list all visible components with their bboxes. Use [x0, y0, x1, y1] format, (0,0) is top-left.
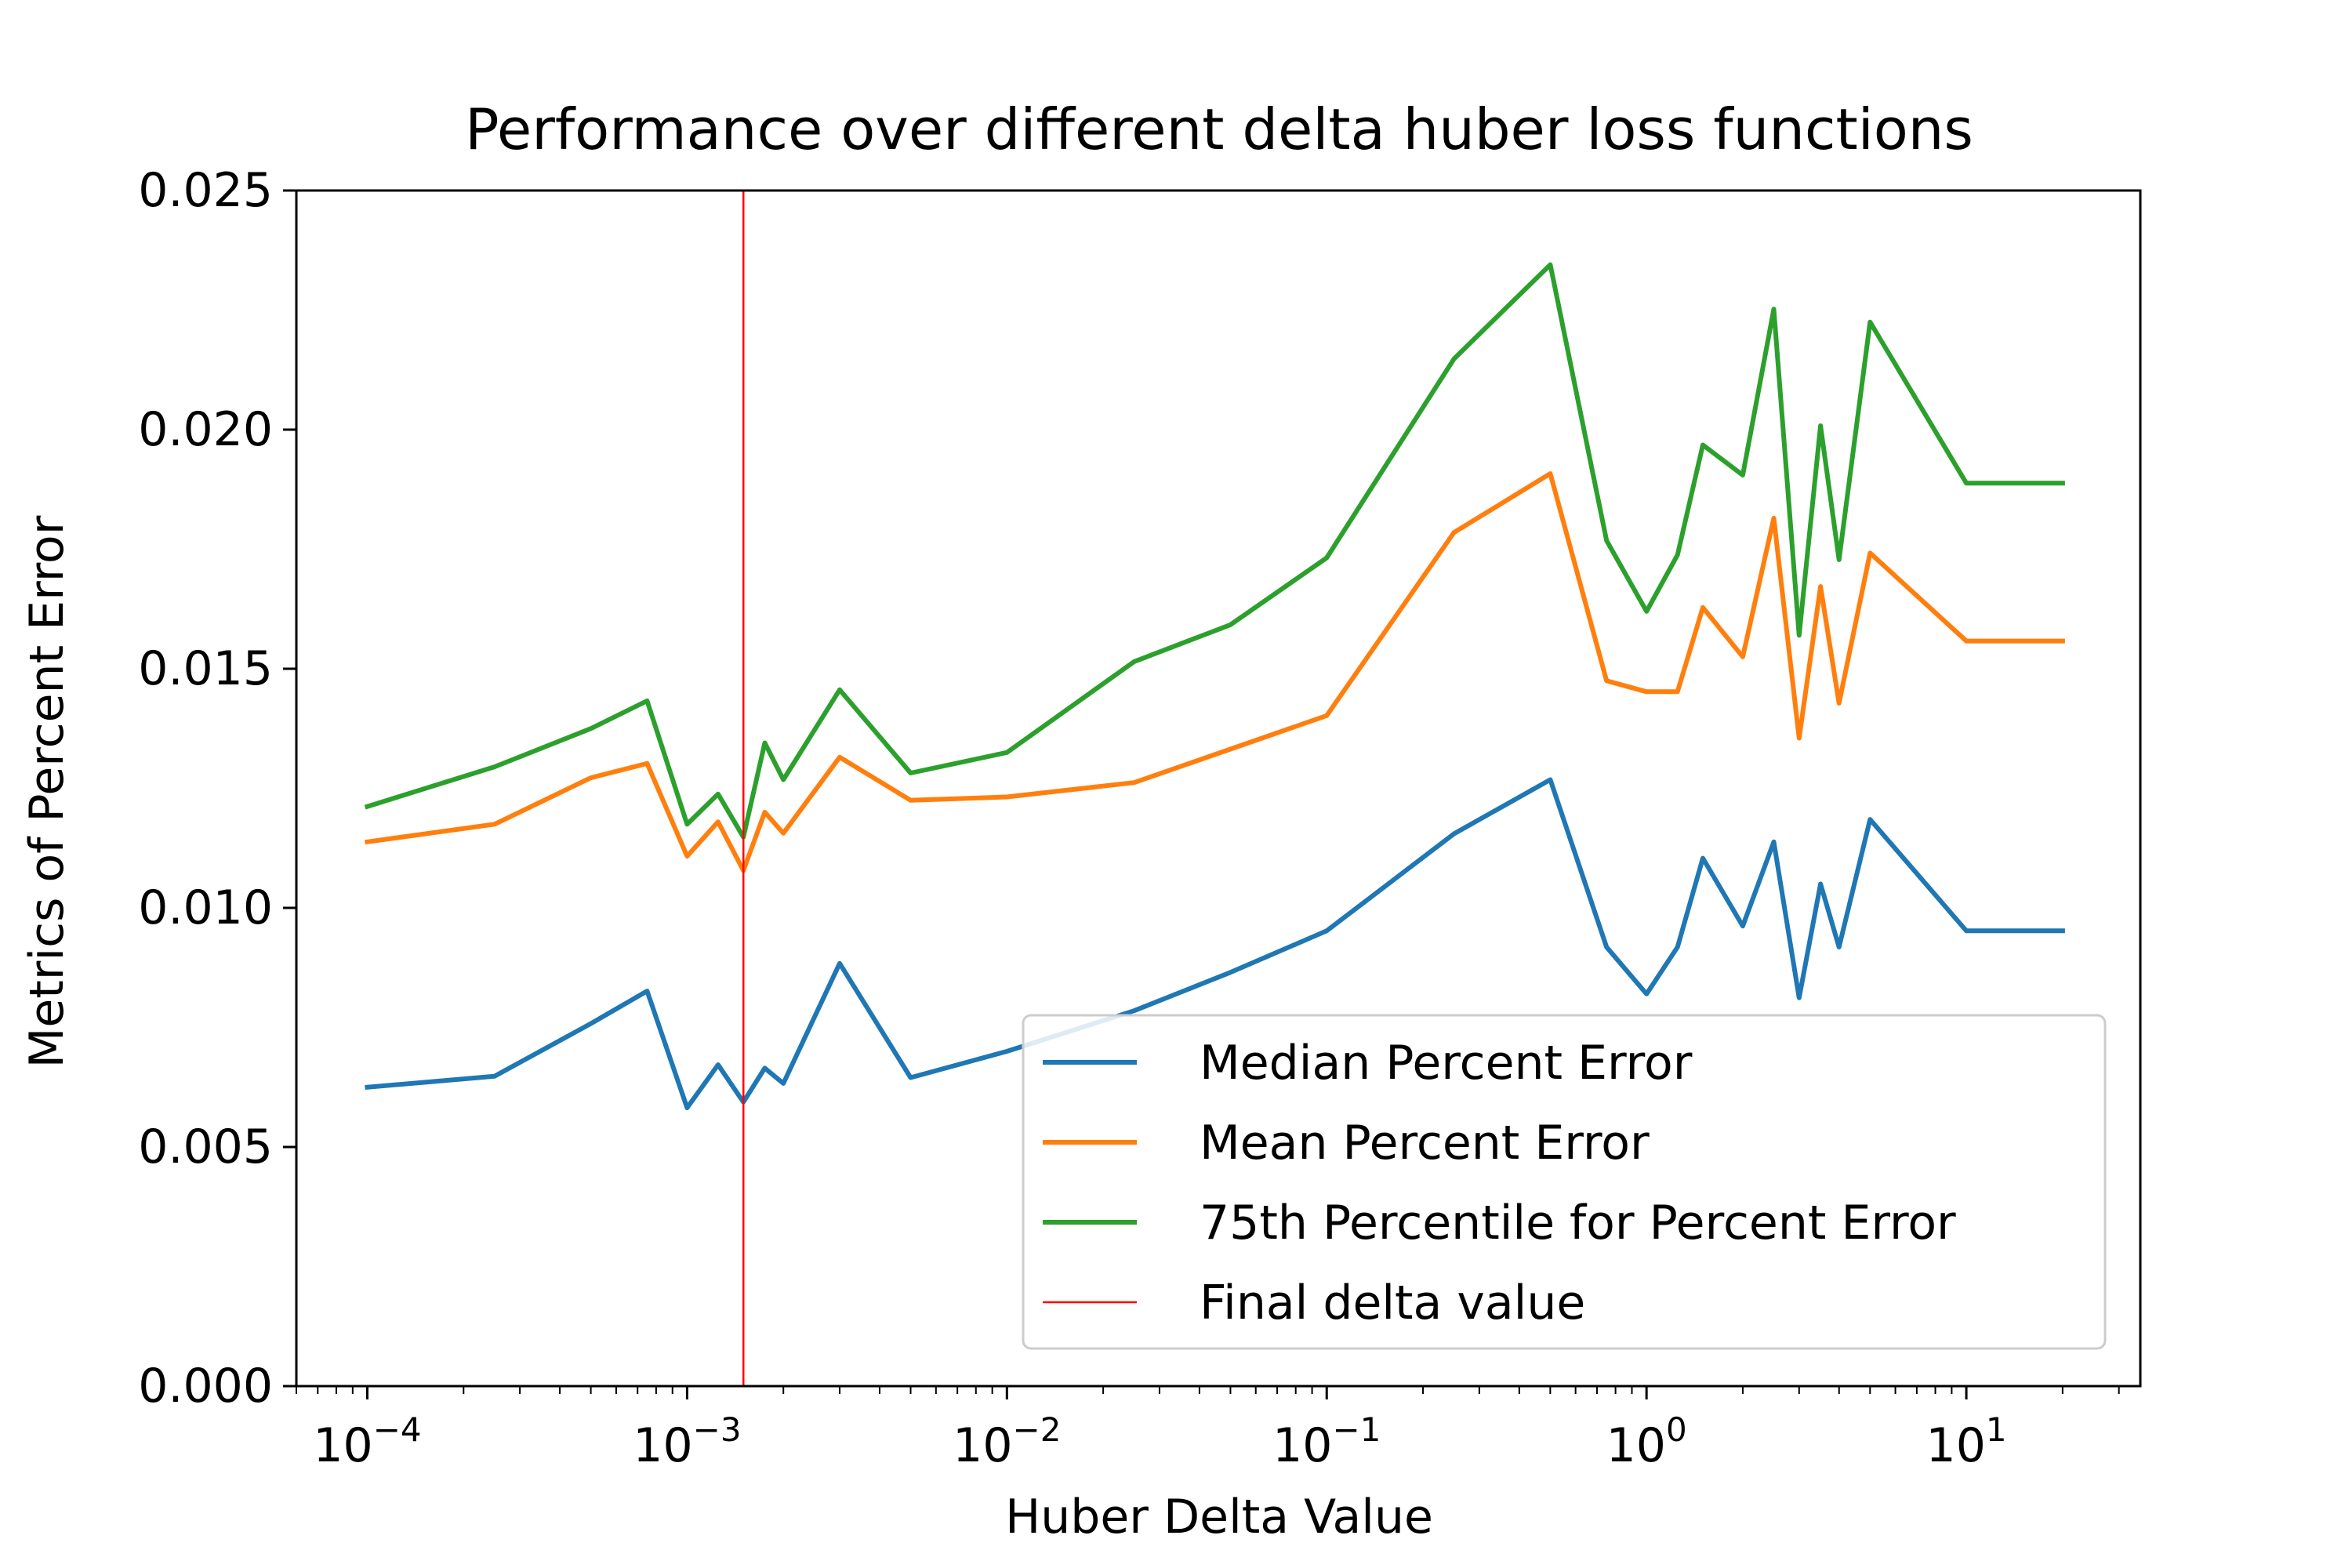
x-tick-label: 10−1 [1272, 1410, 1381, 1473]
x-tick-label: 10−2 [953, 1410, 1061, 1473]
y-tick-label: 0.020 [138, 402, 273, 457]
x-tick-label: 100 [1606, 1410, 1687, 1473]
legend-label: Mean Percent Error [1200, 1116, 1650, 1171]
x-tick-label: 101 [1926, 1410, 2007, 1473]
y-tick-label: 0.010 [138, 880, 273, 935]
chart-title: Performance over different delta huber l… [465, 96, 1973, 162]
legend-label: Final delta value [1200, 1276, 1585, 1330]
y-tick-label: 0.015 [138, 641, 273, 696]
y-tick-label: 0.005 [138, 1120, 273, 1174]
series-line-1 [365, 777, 2065, 1110]
series-line-2 [365, 471, 2065, 873]
legend-label: 75th Percentile for Percent Error [1200, 1196, 1956, 1250]
series-line-3 [364, 262, 2065, 840]
y-tick-label: 0.000 [138, 1359, 273, 1414]
legend [1022, 1014, 2107, 1350]
x-tick-label: 10−4 [313, 1410, 421, 1473]
plot-frame [295, 189, 2142, 1388]
legend-label: Median Percent Error [1200, 1036, 1693, 1091]
y-tick-label: 0.025 [138, 163, 273, 218]
y-axis-label: Metrics of Percent Error [20, 515, 74, 1068]
x-axis-label: Huber Delta Value [1005, 1490, 1433, 1544]
x-tick-label: 10−3 [633, 1410, 741, 1473]
